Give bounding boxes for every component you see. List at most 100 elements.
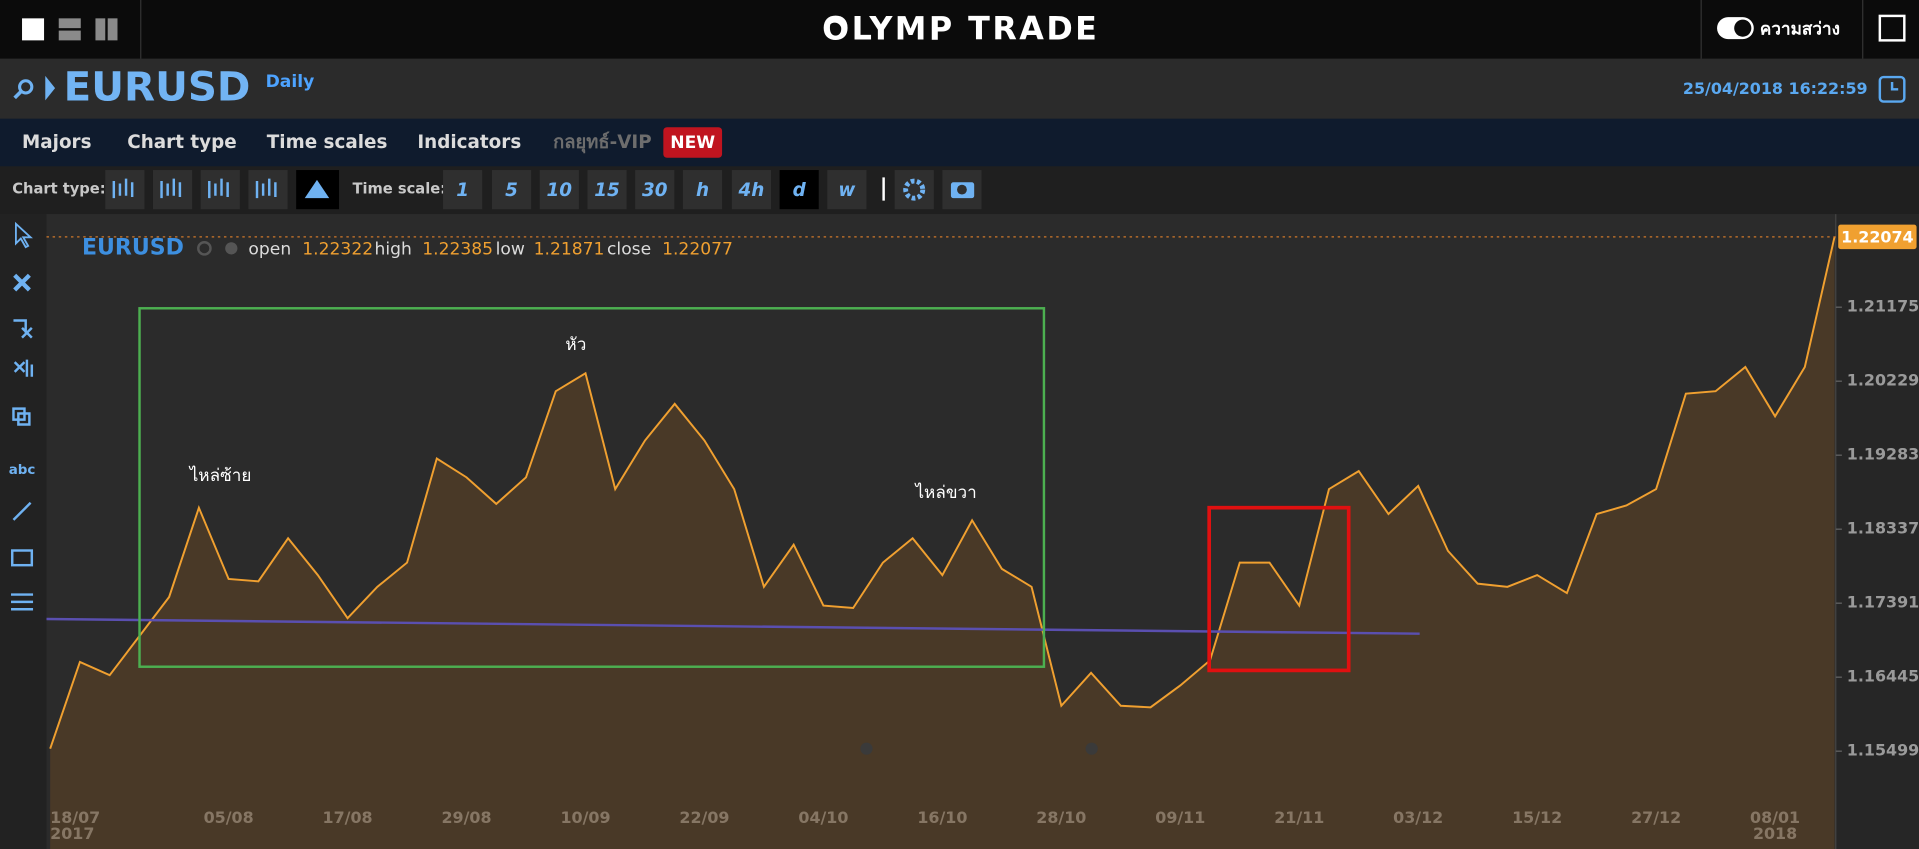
menu-item[interactable]: Time scales	[267, 132, 388, 153]
y-tick-label: 1.16445	[1847, 667, 1919, 686]
visibility-icon[interactable]	[197, 240, 212, 256]
settings-button[interactable]	[894, 170, 934, 210]
nav-control[interactable]	[1085, 742, 1098, 755]
x-tick-label: 28/10	[1036, 808, 1086, 827]
rectangle-tool[interactable]	[11, 549, 34, 567]
menu-item[interactable]: กลยุทธ์-VIP	[553, 131, 651, 154]
y-tick-label: 1.18337	[1847, 519, 1919, 538]
datetime: 25/04/2018 16:22:59	[1683, 79, 1868, 98]
x-tick-label: 08/01	[1750, 808, 1800, 827]
y-tick-label: 1.21175	[1847, 297, 1919, 316]
brightness-label[interactable]: ความสว่าง	[1760, 19, 1840, 39]
x-year-label: 2017	[50, 824, 94, 843]
ohlc-value: 1.22385	[422, 240, 493, 260]
time-scale-button[interactable]	[827, 170, 867, 210]
menu-item[interactable]: Indicators	[417, 132, 521, 153]
chart-type-button[interactable]	[105, 170, 145, 210]
time-scale-text[interactable]: 1	[456, 180, 469, 201]
time-scale-button[interactable]	[587, 170, 627, 210]
time-scale-text[interactable]: 10	[547, 180, 573, 201]
time-scale-text[interactable]: 4h	[738, 180, 765, 201]
y-tick-label: 1.15499	[1847, 741, 1919, 760]
layout-split[interactable]	[58, 18, 81, 41]
menu-bar	[0, 118, 1919, 167]
symbol[interactable]: EURUSD	[64, 63, 251, 110]
time-scale-button[interactable]	[682, 170, 723, 210]
logo-mark	[824, 18, 846, 40]
x-tick-label: 15/12	[1512, 808, 1562, 827]
period: Daily	[266, 72, 315, 92]
x-tick-label: 18/07	[50, 808, 100, 827]
logo: OLYMP TRADE	[822, 10, 1099, 48]
x-tick-label: 05/08	[204, 808, 254, 827]
new-window-button[interactable]	[1878, 14, 1906, 42]
layout-columns[interactable]	[95, 18, 118, 41]
chart-type-buttons	[105, 170, 340, 210]
ohlc-label: close	[607, 240, 651, 260]
area-fill	[50, 236, 1835, 849]
time-scale-text[interactable]: 15	[594, 180, 620, 201]
trend-line	[46, 617, 1420, 635]
highlight-box	[1207, 505, 1351, 673]
time-scale-text[interactable]: w	[838, 180, 855, 201]
settings-icon	[903, 178, 926, 201]
ohlc-value: 1.22077	[662, 240, 733, 260]
chart: 1.15499 1.16445 1.17391 1.18337 1.19283 1.202…	[46, 224, 1919, 849]
time-scale-text[interactable]: 30	[642, 180, 668, 201]
plot-area	[46, 214, 1836, 849]
delete-indicator-tool[interactable]	[13, 359, 34, 377]
left-toolbar	[0, 214, 47, 849]
x-tick-label: 22/09	[679, 808, 729, 827]
last-price-tag	[1838, 224, 1917, 250]
x-tick-label: 21/11	[1274, 808, 1324, 827]
x-tick-label: 09/11	[1155, 808, 1205, 827]
annotation: ไหล่ขวา	[913, 482, 976, 503]
line-tool[interactable]	[12, 501, 32, 521]
time-scale-button[interactable]	[491, 170, 532, 210]
settings-icon[interactable]	[225, 242, 238, 255]
x-tick-label: 04/10	[798, 808, 848, 827]
time-scale-label: Time scale:	[352, 181, 446, 198]
annotation: หัว	[565, 335, 586, 355]
x-tick-label: 16/10	[917, 808, 967, 827]
price-axis	[1835, 214, 1919, 849]
time-scale-buttons: 1 5 10 15 30 h 4h d w	[443, 170, 867, 210]
ohlc-label: open	[248, 240, 291, 260]
time-scale-button[interactable]	[635, 170, 675, 210]
delete-drawing-tool[interactable]	[13, 319, 33, 339]
ohlc: open 1.22322 high 1.22385 low 1.21871 cl…	[248, 240, 733, 260]
chart-type-label: Chart type:	[12, 181, 105, 198]
menu-item[interactable]: Majors	[22, 132, 92, 153]
badge-text: NEW	[670, 133, 715, 153]
annotation: ไหล่ซ้าย	[188, 465, 252, 486]
text-tool[interactable]: abc	[9, 463, 36, 478]
menu-item[interactable]: Chart type	[127, 132, 236, 153]
time-scale-button[interactable]	[731, 170, 772, 210]
levels-tool[interactable]	[11, 593, 34, 611]
time-scale-text[interactable]: h	[696, 180, 709, 201]
time-scale-button[interactable]	[779, 170, 819, 210]
y-tick-label: 1.17391	[1847, 593, 1919, 612]
delete-tool[interactable]	[13, 273, 31, 292]
expand-arrow[interactable]	[45, 75, 56, 101]
price-line	[49, 236, 1836, 750]
ohlc-value: 1.22322	[302, 240, 373, 260]
clock-icon[interactable]	[1878, 75, 1906, 103]
time-scale-button[interactable]	[539, 170, 579, 210]
layout-single[interactable]	[22, 18, 45, 41]
time-scale-text[interactable]: d	[793, 180, 807, 201]
x-tick-label: 27/12	[1631, 808, 1681, 827]
nav-control[interactable]	[860, 742, 873, 755]
chart-symbol: EURUSD	[82, 235, 184, 260]
clone-tool[interactable]	[12, 407, 31, 426]
brightness-toggle[interactable]	[1717, 17, 1754, 40]
cursor-tool[interactable]	[14, 221, 33, 249]
search-icon[interactable]	[13, 79, 34, 100]
time-scale-button[interactable]	[443, 170, 483, 210]
symbol-bar	[0, 58, 1919, 119]
time-scale-text[interactable]: 5	[505, 180, 518, 201]
last-price-label: 1.22074	[1841, 228, 1913, 247]
x-tick-label: 03/12	[1393, 808, 1443, 827]
ohlc-label: high	[374, 240, 411, 260]
